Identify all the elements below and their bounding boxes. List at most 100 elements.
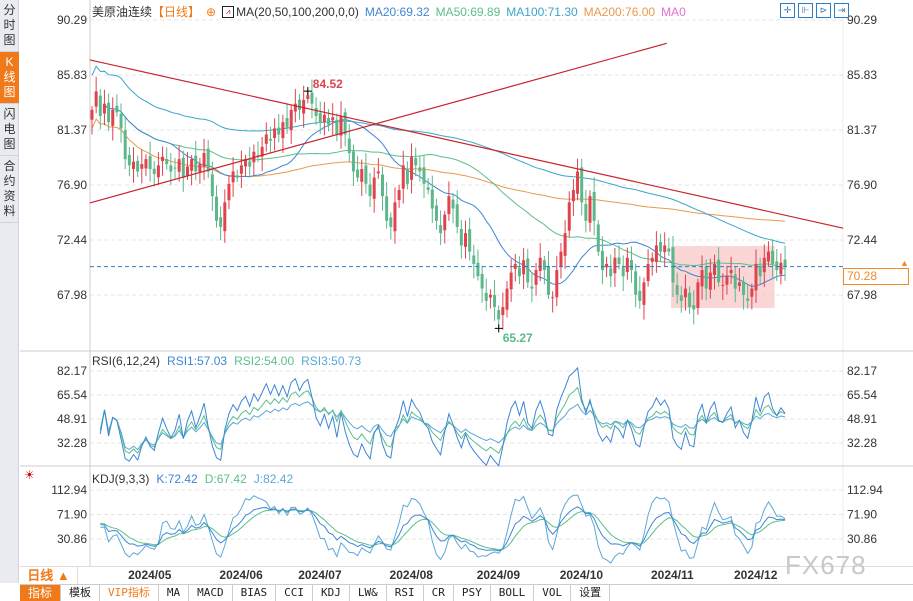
candle-body — [144, 159, 148, 169]
candle-body — [663, 245, 667, 253]
axis-tick-right: 71.90 — [847, 508, 877, 522]
date-label: 2024/08 — [389, 568, 433, 582]
sidebar-item-kline[interactable]: K线图 — [0, 52, 19, 104]
candle-body — [488, 294, 492, 298]
kdj-legend: KDJ(9,3,3) K:72.42 D:67.42 J:82.42 — [92, 472, 293, 486]
candle-body — [148, 156, 152, 170]
candle-body — [650, 257, 654, 262]
candle-body — [405, 169, 409, 184]
indicator-chart-icon[interactable]: ⩘ — [222, 5, 235, 18]
axis-tick-left: 90.29 — [57, 13, 87, 27]
tab-3[interactable]: MA — [159, 585, 190, 601]
period-selector[interactable]: 日线 ▲ — [20, 567, 78, 585]
max-marker-icon — [303, 87, 312, 96]
candle-body — [679, 295, 683, 301]
kdj-d-line — [100, 509, 786, 551]
candle-body — [190, 159, 194, 171]
rsi3-value: RSI3:50.73 — [301, 354, 362, 368]
candle-body — [517, 268, 521, 277]
tab-14[interactable]: 设置 — [571, 585, 611, 601]
settings-sun-icon[interactable]: ☀ — [24, 468, 35, 482]
add-indicator-icon[interactable]: ⊕ — [206, 4, 217, 19]
tab-10[interactable]: CR — [424, 585, 454, 601]
ma100-value: MA100:71.30 — [506, 4, 578, 19]
kline-chart[interactable]: 90.29 90.29 85.83 85.83 81.37 81.37 76.90 76.90… — [0, 0, 913, 566]
candle-body — [733, 274, 737, 289]
candle-body — [630, 260, 633, 271]
tab-1[interactable]: 模板 — [61, 585, 101, 601]
tab-2[interactable]: VIP指标 — [100, 585, 159, 601]
candle-body — [393, 202, 397, 232]
candle-body — [659, 241, 663, 252]
axis-tick-right: 90.29 — [847, 13, 877, 27]
candle-body — [273, 128, 277, 138]
rsi1-line — [99, 366, 786, 467]
kdj-k-line — [100, 506, 786, 552]
axis-tick-left: 32.28 — [57, 436, 87, 450]
ma-params: MA(20,50,100,200,0,0) — [236, 4, 359, 19]
candle-body — [268, 138, 272, 141]
k-value: K:72.42 — [156, 472, 198, 486]
candle-body — [713, 263, 716, 275]
max-price-label: 84.52 — [312, 77, 343, 92]
scroll-end-icon[interactable]: ⇥ — [834, 3, 849, 18]
candle-body — [289, 109, 293, 131]
crosshair-icon[interactable]: ✛ — [780, 3, 795, 18]
tab-8[interactable]: LW& — [350, 585, 387, 601]
min-marker-icon — [494, 324, 503, 333]
candle-body — [381, 174, 384, 197]
candle-body — [177, 159, 181, 172]
candle-body — [613, 257, 617, 274]
candle-body — [94, 91, 98, 107]
axis-tick-right: 32.28 — [847, 436, 877, 450]
tab-5[interactable]: BIAS — [233, 585, 277, 601]
candle-body — [347, 138, 351, 153]
axis-tick-left: 112.94 — [51, 483, 87, 497]
candle-body — [501, 307, 505, 316]
tab-12[interactable]: BOLL — [491, 585, 535, 601]
zoom-in-bars-icon[interactable]: ⊩ — [798, 3, 813, 18]
candle-body — [327, 118, 331, 125]
date-label: 2024/07 — [298, 568, 342, 582]
tab-7[interactable]: KDJ — [313, 585, 350, 601]
candle-body — [505, 288, 509, 310]
candle-body — [156, 165, 160, 178]
candle-body — [235, 175, 239, 178]
candle-body — [775, 261, 779, 271]
sidebar-item-flash[interactable]: 闪电图 — [0, 104, 19, 156]
axis-tick-right: 30.86 — [847, 532, 877, 546]
candle-body — [625, 257, 629, 273]
candle-body — [588, 196, 592, 223]
candle-body — [493, 294, 497, 308]
chart-type-sidebar: 分时图 K线图 闪电图 合约资料 — [0, 0, 19, 583]
candle-body — [547, 265, 550, 295]
candle-body — [667, 248, 671, 252]
candle-body — [762, 257, 766, 273]
candle-body — [538, 257, 542, 272]
candle-body — [331, 117, 335, 121]
candle-body — [123, 130, 127, 160]
tab-11[interactable]: PSY — [454, 585, 491, 601]
candle-body — [223, 202, 227, 232]
candle-body — [721, 284, 725, 286]
candle-body — [107, 102, 111, 123]
tab-6[interactable]: CCI — [276, 585, 314, 601]
candle-body — [464, 233, 467, 247]
indicator-tabs: 指标 模板 VIP指标 MA MACD BIAS CCI KDJ LW& RSI CR PSY BOLL… — [20, 584, 913, 601]
candle-body — [119, 113, 123, 129]
axis-tick-right: 81.37 — [847, 123, 877, 137]
date-label: 2024/06 — [219, 568, 263, 582]
candle-body — [700, 270, 704, 287]
candle-body — [617, 257, 621, 264]
zoom-out-bars-icon[interactable]: ⊳ — [816, 3, 831, 18]
tab-13[interactable]: VOL — [534, 585, 572, 601]
candle-body — [351, 151, 355, 172]
j-value: J:82.42 — [253, 472, 294, 486]
sidebar-item-timeshare[interactable]: 分时图 — [0, 0, 19, 52]
candle-body — [281, 122, 285, 139]
sidebar-item-contract-info[interactable]: 合约资料 — [0, 156, 19, 223]
candle-body — [708, 272, 712, 290]
tab-4[interactable]: MACD — [189, 585, 233, 601]
tab-0[interactable]: 指标 — [20, 585, 62, 601]
tab-9[interactable]: RSI — [387, 585, 424, 601]
